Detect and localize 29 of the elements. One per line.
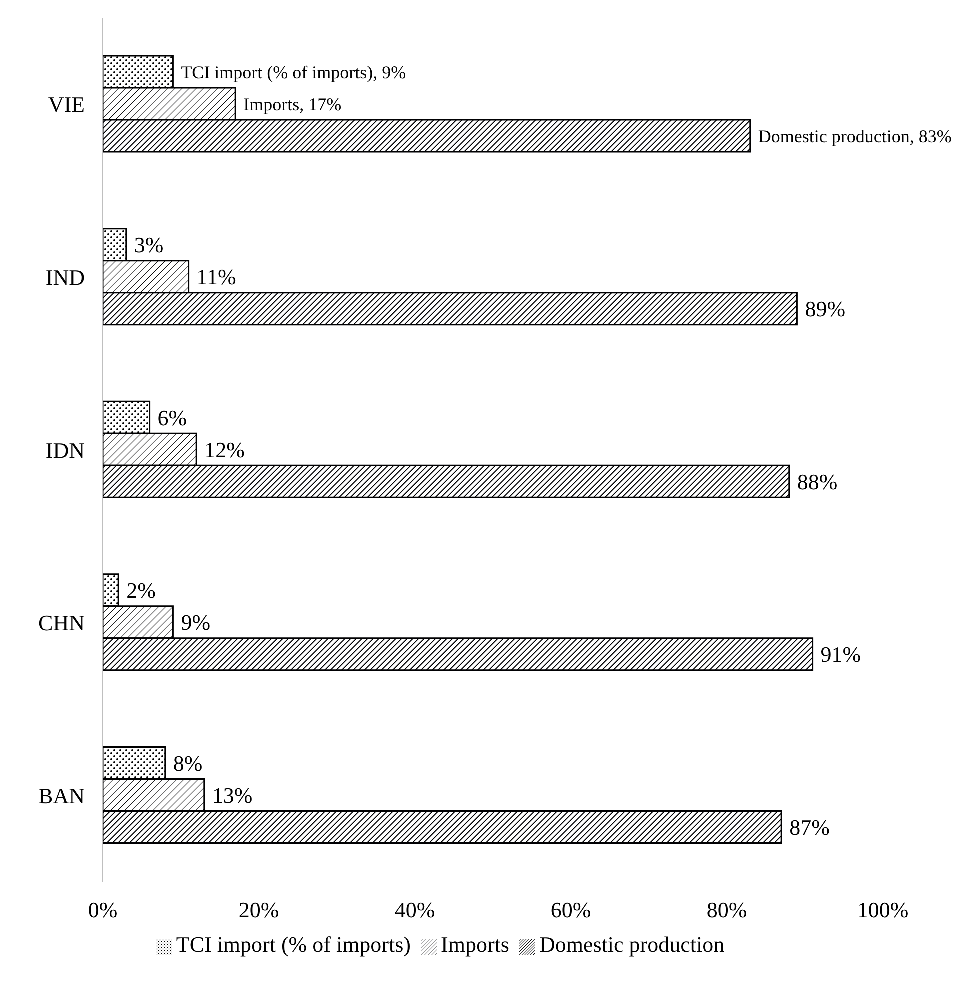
x-tick-label: 60% [550,898,592,923]
x-tick-label: 80% [706,898,748,923]
data-label: 8% [173,750,203,776]
x-tick-label: 40% [394,898,436,923]
data-label: Imports, 17% [244,94,342,114]
legend-label: TCI import (% of imports) [176,932,412,957]
data-label: 91% [820,642,862,668]
y-tick-label: CHN [38,610,86,636]
x-tick-label: 100% [857,898,909,923]
data-label: 12% [204,437,245,462]
data-label: 6% [158,405,188,430]
data-label: 9% [181,610,211,636]
data-label: 2% [126,578,156,604]
data-label: 87% [790,814,830,840]
legend-label: Imports [441,932,510,957]
data-label: 11% [196,264,236,290]
y-tick-label: IND [46,265,85,290]
x-tick-label: 20% [238,898,280,923]
data-label: 13% [212,782,253,808]
y-tick-label: IDN [46,438,86,463]
x-tick-label: 0% [88,898,118,923]
data-label: 88% [797,469,838,494]
data-label: 89% [805,296,846,322]
data-label: 3% [134,232,164,258]
data-label: TCI import (% of imports), 9% [181,62,406,82]
data-label: Domestic production, 83% [758,126,952,146]
legend-label: Domestic production [539,932,725,957]
y-tick-label: VIE [48,92,85,118]
y-tick-label: BAN [38,783,86,808]
